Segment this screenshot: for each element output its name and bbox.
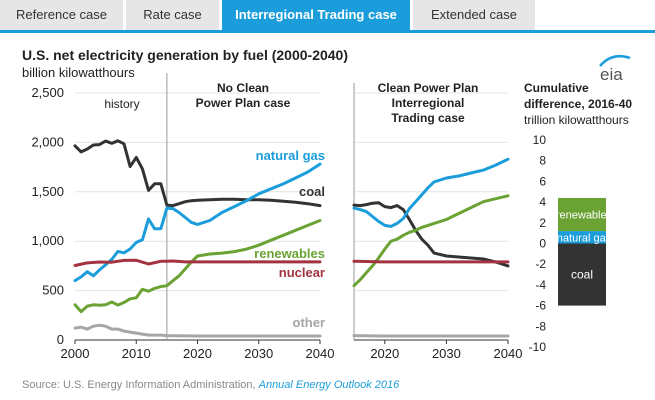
source-line: Source: U.S. Energy Information Administ… [22, 379, 400, 391]
label-nuclear: nuclear [279, 265, 325, 280]
cumulative-units: trillion kilowatthours [524, 113, 629, 127]
x-tick-label: 2020 [183, 346, 212, 361]
left-line-renewables [73, 219, 322, 314]
bar-segment-coal [558, 243, 606, 306]
y-axis-label: billion kilowatthours [22, 65, 135, 80]
x-tick-label: 2030 [432, 346, 461, 361]
cpp-title-line1: Clean Power Plan [378, 81, 479, 95]
left-line-coal [73, 139, 322, 208]
left-series-lines [73, 139, 322, 338]
left-x-tick-labels: 2000 2010 2020 2030 2040 [61, 340, 335, 361]
right-line-natural-gas [352, 157, 510, 228]
bar-segment-natural-gas [558, 231, 606, 244]
bar-y-tick-labels: -10 -8 -6 -4 -2 0 2 4 6 8 10 [529, 133, 547, 354]
y-tick-label: 2,500 [31, 85, 64, 100]
no-cpp-label-line2: Power Plan case [196, 96, 291, 110]
tab-extended-case[interactable]: Extended case [413, 0, 535, 30]
label-other: other [293, 315, 326, 330]
x-tick-label: 2040 [494, 346, 523, 361]
y-tick-label: 500 [42, 283, 64, 298]
eia-logo-swoosh [599, 55, 631, 67]
bar-y-tick-label: -10 [529, 340, 547, 354]
cumulative-title-line1: Cumulative [524, 81, 589, 95]
left-line-nuclear [73, 258, 322, 267]
cumulative-title-line2: difference, 2016-40 [524, 97, 632, 111]
cpp-title-line2: Interregional [392, 96, 465, 110]
source-prefix: Source: U.S. Energy Information Administ… [22, 379, 259, 391]
bar-y-tick-label: 0 [539, 237, 546, 251]
bar-y-tick-label: -6 [535, 299, 546, 313]
right-series-lines [352, 157, 510, 338]
right-line-nuclear [352, 259, 510, 264]
right-line-coal [352, 201, 510, 268]
eia-logo-text: eia [600, 65, 623, 84]
bar-label-natural-gas: natural gas [557, 232, 612, 244]
bar-segments [558, 197, 606, 306]
bar-y-tick-label: -4 [535, 278, 546, 292]
left-line-natural-gas [73, 162, 322, 283]
label-renewables: renewables [254, 246, 325, 261]
bar-y-tick-label: 10 [533, 133, 547, 147]
y-tick-label: 1,000 [31, 233, 64, 248]
bar-y-tick-label: 2 [539, 216, 546, 230]
x-tick-label: 2040 [306, 346, 335, 361]
x-tick-label: 2030 [244, 346, 273, 361]
tab-underline [0, 30, 655, 33]
eia-logo: eia [599, 55, 631, 84]
bar-segment-renewables [558, 197, 606, 232]
bar-y-tick-label: -2 [535, 257, 546, 271]
right-gridlines [354, 92, 508, 292]
bar-y-tick-label: 4 [539, 195, 546, 209]
y-tick-label: 2,000 [31, 134, 64, 149]
source-link[interactable]: Annual Energy Outlook 2016 [258, 379, 401, 391]
label-coal: coal [299, 184, 325, 199]
bar-y-tick-label: 6 [539, 174, 546, 188]
y-tick-label: 1,500 [31, 184, 64, 199]
right-line-renewables [352, 194, 510, 288]
tab-reference-case[interactable]: Reference case [0, 0, 123, 30]
no-cpp-label-line1: No Clean [217, 81, 269, 95]
label-natural-gas: natural gas [256, 148, 325, 163]
tab-rate-case[interactable]: Rate case [126, 0, 219, 30]
right-x-tick-labels: 2020 2030 2040 [370, 340, 522, 361]
bar-label-renewables: renewables [556, 210, 613, 222]
bar-y-tick-label: -8 [535, 319, 546, 333]
bar-y-tick-label: 8 [539, 154, 546, 168]
x-tick-label: 2020 [370, 346, 399, 361]
left-y-tick-labels: 0 500 1,000 1,500 2,000 2,500 [31, 85, 64, 347]
x-tick-label: 2010 [122, 346, 151, 361]
left-line-other [73, 323, 322, 338]
bar-label-coal: coal [571, 268, 593, 282]
cpp-title-line3: Trading case [391, 111, 465, 125]
tab-bar: Reference case Rate case Interregional T… [0, 0, 655, 30]
tab-interregional-trading-case[interactable]: Interregional Trading case [222, 0, 410, 30]
x-tick-label: 2000 [61, 346, 90, 361]
y-tick-label: 0 [57, 332, 64, 347]
history-label: history [104, 97, 139, 111]
chart-title: U.S. net electricity generation by fuel … [22, 47, 348, 63]
